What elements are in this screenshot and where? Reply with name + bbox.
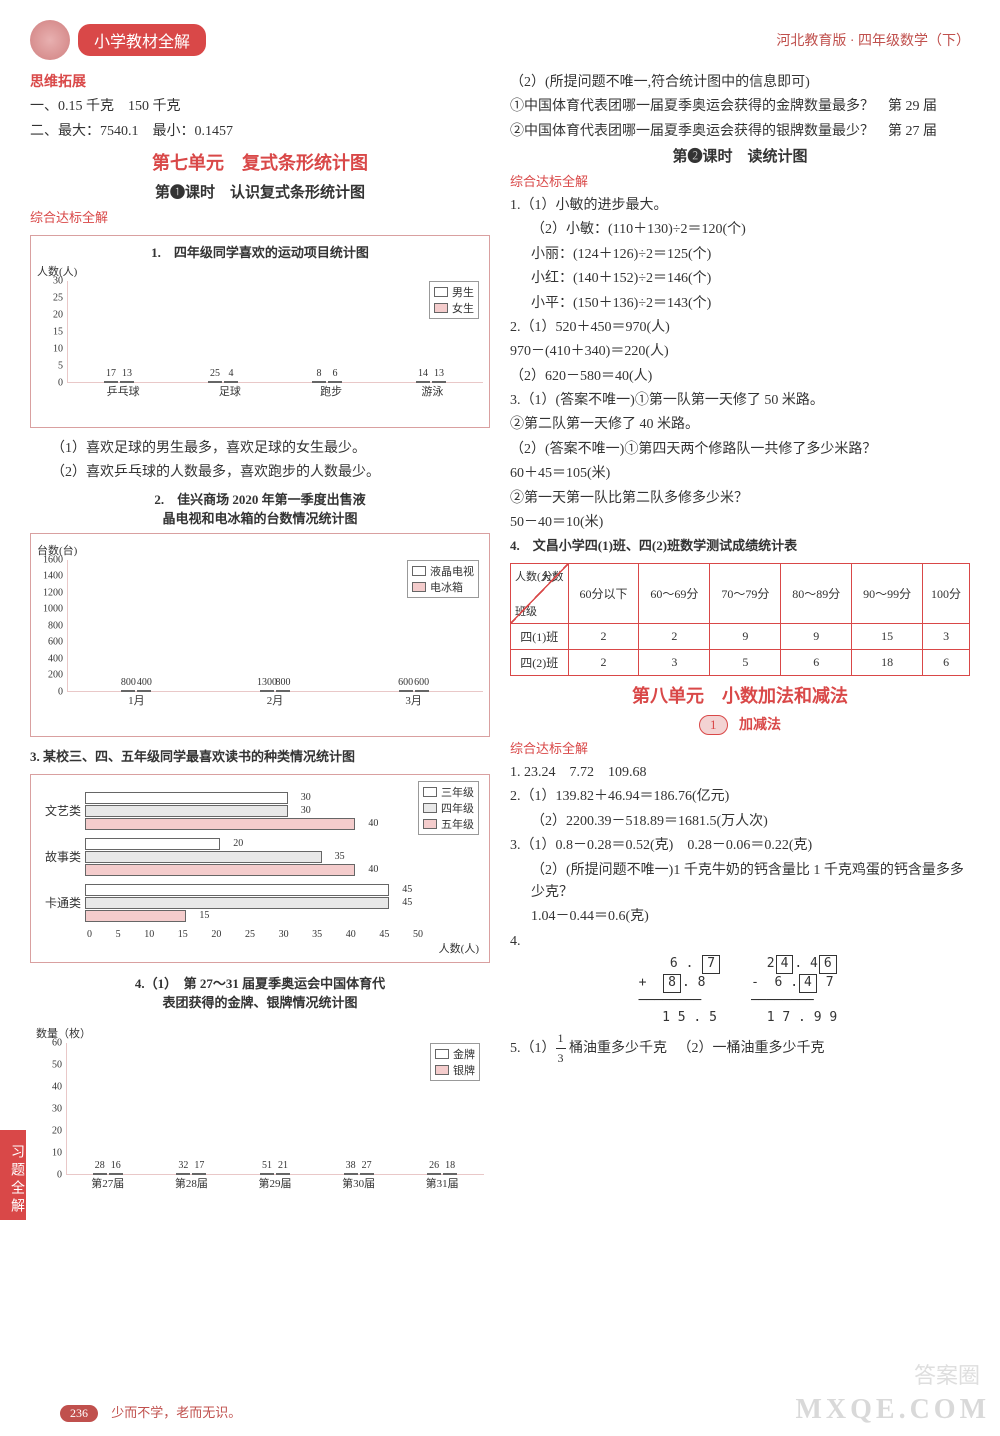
chart1: 1. 四年级同学喜欢的运动项目统计图 人数(人) 男生 女生 051015202… — [30, 235, 490, 428]
vertical-sub: 24. 46 - 6 .4 7 ──────── 1 7 . 9 9 — [751, 955, 841, 1027]
side-tab: 习题全解 — [0, 1130, 26, 1220]
zonghe-label-r2: 综合达标全解 — [510, 739, 970, 760]
q1-ans2: （2）喜欢乒乓球的人数最多，喜欢跑步的人数最少。 — [30, 462, 490, 484]
chart3-xlabel: 人数(人) — [37, 940, 483, 956]
chart2-title-l2: 晶电视和电冰箱的台数情况统计图 — [30, 508, 490, 527]
lesson2-title: 第❷课时 读统计图 — [510, 145, 970, 166]
col-5: 100分 — [923, 564, 970, 624]
col-0: 60分以下 — [568, 564, 639, 624]
right-column: （2）(所提问题不唯一,符合统计图中的信息即可) ①中国体育代表团哪一届夏季奥运… — [510, 70, 970, 1229]
u8q3c: 1.04－0.44＝0.6(克) — [510, 906, 970, 928]
vertical-add: 6 . 7 + 8. 8 ──────── 1 5 . 5 — [639, 955, 721, 1027]
col-3: 80～89分 — [781, 564, 852, 624]
unit7-title: 第七单元 复式条形统计图 — [30, 149, 490, 175]
chart4-ylabel: 数量（枚） — [36, 1025, 91, 1041]
table-title: 4. 文昌小学四(1)班、四(2)班数学测试成绩统计表 — [510, 536, 970, 557]
book-title: 小学教材全解 — [78, 24, 206, 56]
watermark-text: 答案圈 — [914, 1358, 980, 1390]
r-p2: （2）(所提问题不唯一,符合统计图中的信息即可) — [510, 72, 970, 94]
u8q5: 5.（1）13 桶油重多少千克 （2）一桶油重多少千克 — [510, 1029, 970, 1068]
page-number: 236 — [60, 1405, 98, 1422]
col-1: 60～69分 — [639, 564, 710, 624]
siwei-line2: 二、最大：7540.1 最小：0.1457 — [30, 121, 490, 143]
chart3-title: 3. 某校三、四、五年级同学最喜欢读书的种类情况统计图 — [30, 747, 490, 768]
chart3: 三年级 四年级 五年级 文艺类303040故事类203540卡通类454515 … — [30, 774, 490, 963]
chart1-title: 1. 四年级同学喜欢的运动项目统计图 — [37, 242, 483, 261]
col-4: 90～99分 — [852, 564, 923, 624]
u8q1: 1. 23.24 7.72 109.68 — [510, 762, 970, 784]
r-p2b: ②中国体育代表团哪一届夏季奥运会获得的银牌数量最少？ 第 27 届 — [510, 121, 970, 143]
r-p2a: ①中国体育代表团哪一届夏季奥运会获得的金牌数量最多？ 第 29 届 — [510, 96, 970, 118]
diag-a: 人数(人) — [515, 568, 555, 584]
watermark-url: MXQE.COM — [795, 1394, 990, 1426]
chart4-title-l2: 表团获得的金牌、银牌情况统计图 — [30, 992, 490, 1011]
diag-b: 分数 — [542, 568, 564, 584]
u8q2b: （2）2200.39－518.89＝1681.5(万人次) — [510, 811, 970, 833]
col-2: 70～79分 — [710, 564, 781, 624]
u8q5b: （2）一桶油重多少千克 — [685, 1041, 825, 1056]
chart2-title-l1: 2. 佳兴商场 2020 年第一季度出售液 — [30, 489, 490, 508]
u8q4: 4. — [510, 931, 970, 953]
u8q5a: 桶油重多少千克 — [569, 1041, 667, 1056]
q1-ans1: （1）喜欢足球的男生最多，喜欢足球的女生最少。 — [30, 438, 490, 460]
left-column: 思维拓展 一、0.15 千克 150 千克 二、最大：7540.1 最小：0.1… — [30, 70, 490, 1229]
zonghe-label-r: 综合达标全解 — [510, 172, 970, 193]
score-table: 人数(人) 分数 班级 60分以下 60～69分 70～79分 80～89分 9… — [510, 563, 970, 676]
section-siwei: 思维拓展 — [30, 72, 490, 94]
zonghe-label: 综合达标全解 — [30, 208, 490, 229]
footer-quote: 少而不学，老而无识。 — [111, 1405, 241, 1420]
unit8-sec-num: 1 — [699, 715, 728, 735]
page-footer: 236 少而不学，老而无识。 — [60, 1402, 241, 1422]
chart4: 数量（枚） 金牌 银牌 0102030405060 28163217512138… — [30, 1017, 490, 1219]
rq1-1: 1.（1）小敏的进步最大。 — [510, 195, 970, 217]
lesson1-title: 第❶课时 认识复式条形统计图 — [30, 181, 490, 202]
chart2: 台数(台) 液晶电视 电冰箱 0200400600800100012001400… — [30, 533, 490, 737]
mascot-icon — [30, 20, 70, 60]
page-header: 小学教材全解 河北教育版 · 四年级数学（下） — [30, 20, 970, 60]
u8q2a: 2.（1）139.82＋46.94＝186.76(亿元) — [510, 786, 970, 808]
diag-c: 班级 — [515, 603, 537, 619]
edition-label: 河北教育版 · 四年级数学（下） — [776, 30, 970, 50]
siwei-line1: 一、0.15 千克 150 千克 — [30, 96, 490, 118]
u8q3a: 3.（1）0.8－0.28＝0.52(克) 0.28－0.06＝0.22(克) — [510, 835, 970, 857]
chart4-title-l1: 4.（1） 第 27～31 届夏季奥运会中国体育代 — [30, 973, 490, 992]
u8q3b: （2）(所提问题不唯一)1 千克牛奶的钙含量比 1 千克鸡蛋的钙含量多多少克？ — [510, 860, 970, 905]
unit8-sec: 加减法 — [739, 718, 781, 733]
unit8-title: 第八单元 小数加法和减法 — [510, 682, 970, 708]
